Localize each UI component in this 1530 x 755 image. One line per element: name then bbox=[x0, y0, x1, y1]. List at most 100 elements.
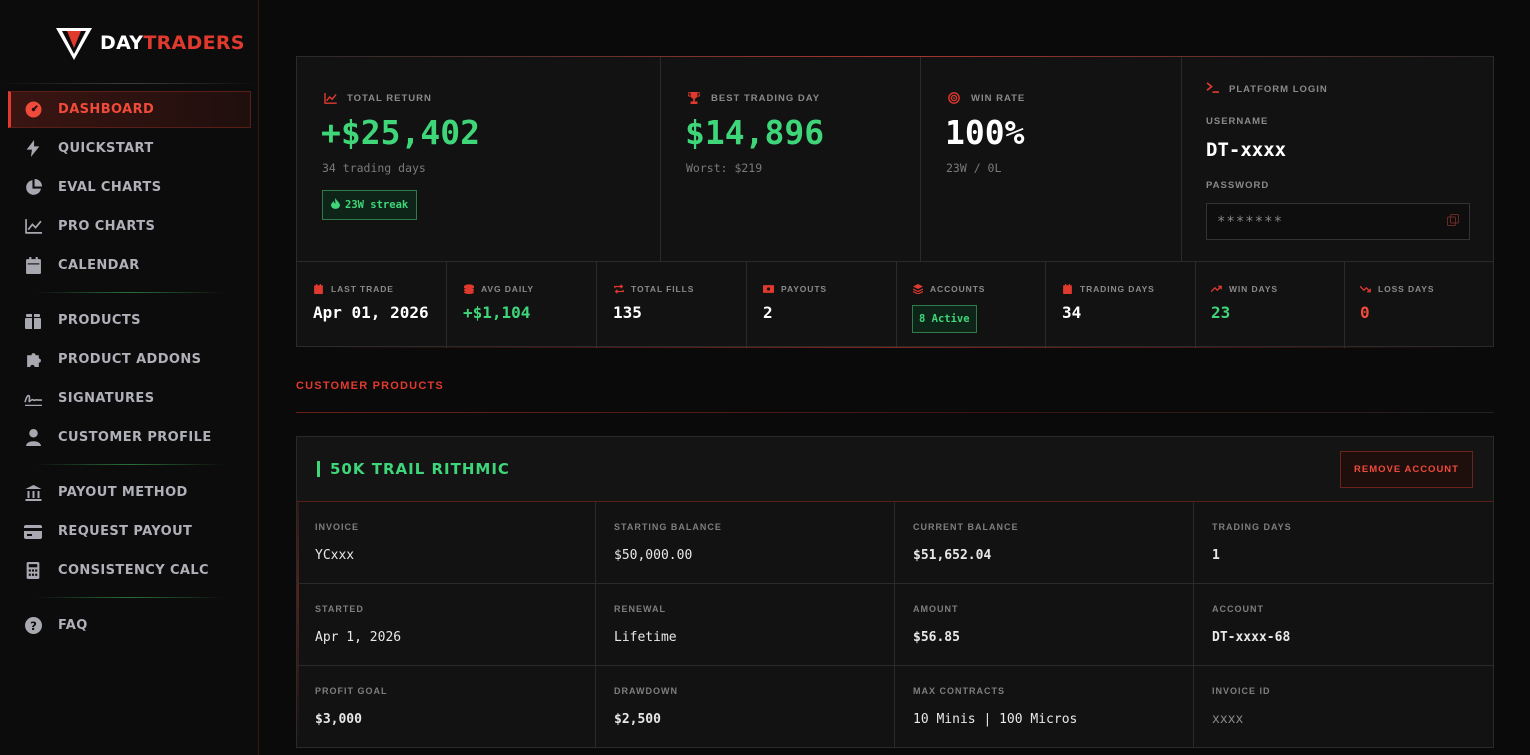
mini-stats-row: LAST TRADE Apr 01, 2026 AVG DAILY +$1,10… bbox=[297, 261, 1493, 348]
detail-value: Lifetime bbox=[614, 630, 677, 645]
detail-label: STARTED bbox=[315, 604, 364, 614]
detail-value: $56.85 bbox=[913, 630, 960, 645]
copy-icon[interactable] bbox=[1447, 213, 1459, 231]
detail-value: 10 Minis | 100 Micros bbox=[913, 712, 1078, 727]
detail-label: PROFIT GOAL bbox=[315, 686, 388, 696]
sidebar-item-consistency-calc[interactable]: CONSISTENCY CALC bbox=[8, 552, 251, 589]
detail-value: DT-xxxx-68 bbox=[1212, 630, 1291, 645]
mini-stat-win-days: WIN DAYS 23 bbox=[1195, 262, 1345, 348]
sidebar-item-pro-charts[interactable]: PRO CHARTS bbox=[8, 208, 251, 245]
sidebar-item-signatures[interactable]: SIGNATURES bbox=[8, 380, 251, 417]
detail-invoice: INVOICE YCxxx bbox=[297, 502, 596, 584]
username-value[interactable]: DT-xxxx bbox=[1206, 139, 1287, 161]
password-label: PASSWORD bbox=[1206, 180, 1270, 191]
mini-stat-label-text: TRADING DAYS bbox=[1080, 283, 1155, 294]
sidebar-item-label: CALENDAR bbox=[58, 258, 140, 273]
sidebar-item-label: CONSISTENCY CALC bbox=[58, 563, 209, 578]
mini-stat-label-text: LOSS DAYS bbox=[1378, 283, 1435, 294]
mini-stat-payouts: PAYOUTS 2 bbox=[747, 262, 897, 348]
sidebar-item-request-payout[interactable]: REQUEST PAYOUT bbox=[8, 513, 251, 550]
detail-value: xxxx bbox=[1212, 712, 1244, 727]
divider bbox=[0, 83, 259, 84]
detail-label: STARTING BALANCE bbox=[614, 522, 722, 532]
section-title: CUSTOMER PRODUCTS bbox=[296, 380, 444, 392]
mini-stat-value: 2 bbox=[763, 303, 773, 322]
divider bbox=[35, 464, 225, 465]
calendar-icon bbox=[1062, 283, 1073, 294]
product-card: 50K TRAIL RITHMIC REMOVE ACCOUNT INVOICE… bbox=[296, 436, 1494, 748]
stat-label: TOTAL RETURN bbox=[323, 91, 432, 105]
brand-name: DAYTRADERS bbox=[100, 32, 245, 54]
detail-account: ACCOUNT DT-xxxx-68 bbox=[1194, 584, 1493, 666]
total-return-card: TOTAL RETURN +$25,402 34 trading days 23… bbox=[297, 57, 661, 261]
mini-stat-label: PAYOUTS bbox=[763, 283, 827, 294]
remove-account-button[interactable]: REMOVE ACCOUNT bbox=[1340, 451, 1473, 488]
sidebar-item-payout-method[interactable]: PAYOUT METHOD bbox=[8, 474, 251, 511]
total-return-value: +$25,402 bbox=[321, 113, 480, 152]
sidebar-item-dashboard[interactable]: DASHBOARD bbox=[8, 91, 251, 128]
mini-stat-label: TRADING DAYS bbox=[1062, 283, 1155, 294]
sidebar-item-customer-profile[interactable]: CUSTOMER PROFILE bbox=[8, 419, 251, 456]
password-field[interactable]: ******* bbox=[1206, 203, 1470, 240]
accent-bar bbox=[317, 461, 320, 477]
password-value: ******* bbox=[1217, 213, 1284, 230]
flame-icon bbox=[331, 198, 340, 212]
terminal-icon bbox=[1206, 82, 1219, 96]
mini-stat-value: +$1,104 bbox=[463, 303, 531, 322]
detail-trading-days: TRADING DAYS 1 bbox=[1194, 502, 1493, 584]
sidebar-item-label: FAQ bbox=[58, 618, 88, 633]
login-title: PLATFORM LOGIN bbox=[1229, 83, 1328, 95]
sidebar-item-label: QUICKSTART bbox=[58, 141, 154, 156]
calendar-icon bbox=[23, 256, 43, 276]
sidebar-item-calendar[interactable]: CALENDAR bbox=[8, 247, 251, 284]
divider bbox=[35, 292, 225, 293]
money-icon bbox=[763, 283, 774, 294]
stats-panel: TOTAL RETURN +$25,402 34 trading days 23… bbox=[296, 56, 1494, 348]
mini-stat-value: Apr 01, 2026 bbox=[313, 303, 429, 322]
mini-stat-avg-daily: AVG DAILY +$1,104 bbox=[447, 262, 597, 348]
repeat-icon bbox=[613, 283, 624, 294]
win-rate-label: WIN RATE bbox=[971, 92, 1026, 104]
mini-stat-label-text: ACCOUNTS bbox=[930, 283, 986, 294]
mini-stat-value: 23 bbox=[1211, 303, 1231, 322]
best-day-value: $14,896 bbox=[685, 113, 825, 152]
brand-traders: TRADERS bbox=[143, 32, 245, 54]
detail-label: RENEWAL bbox=[614, 604, 666, 614]
sidebar-item-eval-charts[interactable]: EVAL CHARTS bbox=[8, 169, 251, 206]
product-title: 50K TRAIL RITHMIC bbox=[317, 460, 510, 478]
trend-down-icon bbox=[1360, 283, 1371, 294]
coins-icon bbox=[463, 283, 474, 294]
sidebar-item-products[interactable]: PRODUCTS bbox=[8, 302, 251, 339]
mini-stat-accounts: ACCOUNTS 8 Active bbox=[896, 262, 1046, 348]
detail-amount: AMOUNT $56.85 bbox=[895, 584, 1194, 666]
detail-value: $51,652.04 bbox=[913, 548, 992, 563]
mini-stat-label: TOTAL FILLS bbox=[613, 283, 694, 294]
sidebar-item-label: PRODUCT ADDONS bbox=[58, 352, 202, 367]
brand-logo[interactable]: DAYTRADERS bbox=[56, 26, 245, 60]
sidebar-item-label: PRODUCTS bbox=[58, 313, 141, 328]
streak-badge: 23W streak bbox=[322, 190, 418, 220]
mini-stat-total-fills: TOTAL FILLS 135 bbox=[597, 262, 747, 348]
product-header: 50K TRAIL RITHMIC REMOVE ACCOUNT bbox=[297, 437, 1493, 502]
detail-value: YCxxx bbox=[315, 548, 355, 563]
svg-text:?: ? bbox=[30, 619, 37, 633]
mini-stat-label: LOSS DAYS bbox=[1360, 283, 1434, 294]
sidebar-item-label: DASHBOARD bbox=[58, 102, 155, 117]
sidebar-item-product-addons[interactable]: PRODUCT ADDONS bbox=[8, 341, 251, 378]
calculator-icon bbox=[23, 561, 43, 581]
mini-stat-loss-days: LOSS DAYS 0 bbox=[1344, 262, 1493, 348]
login-header: PLATFORM LOGIN bbox=[1206, 82, 1328, 96]
detail-label: TRADING DAYS bbox=[1212, 522, 1292, 532]
detail-value: $50,000.00 bbox=[614, 548, 693, 563]
detail-renewal: RENEWAL Lifetime bbox=[596, 584, 895, 666]
mini-stat-label: ACCOUNTS bbox=[912, 283, 985, 294]
mini-stat-label-text: PAYOUTS bbox=[781, 283, 827, 294]
sidebar-item-quickstart[interactable]: QUICKSTART bbox=[8, 130, 251, 167]
sidebar-item-faq[interactable]: ? FAQ bbox=[8, 607, 251, 644]
detail-invoice-id: INVOICE ID xxxx bbox=[1194, 666, 1493, 747]
detail-value: 1 bbox=[1212, 548, 1220, 563]
detail-label: MAX CONTRACTS bbox=[913, 686, 1005, 696]
product-name: 50K TRAIL RITHMIC bbox=[330, 460, 510, 478]
logo-mark-icon bbox=[56, 28, 92, 60]
detail-label: CURRENT BALANCE bbox=[913, 522, 1019, 532]
